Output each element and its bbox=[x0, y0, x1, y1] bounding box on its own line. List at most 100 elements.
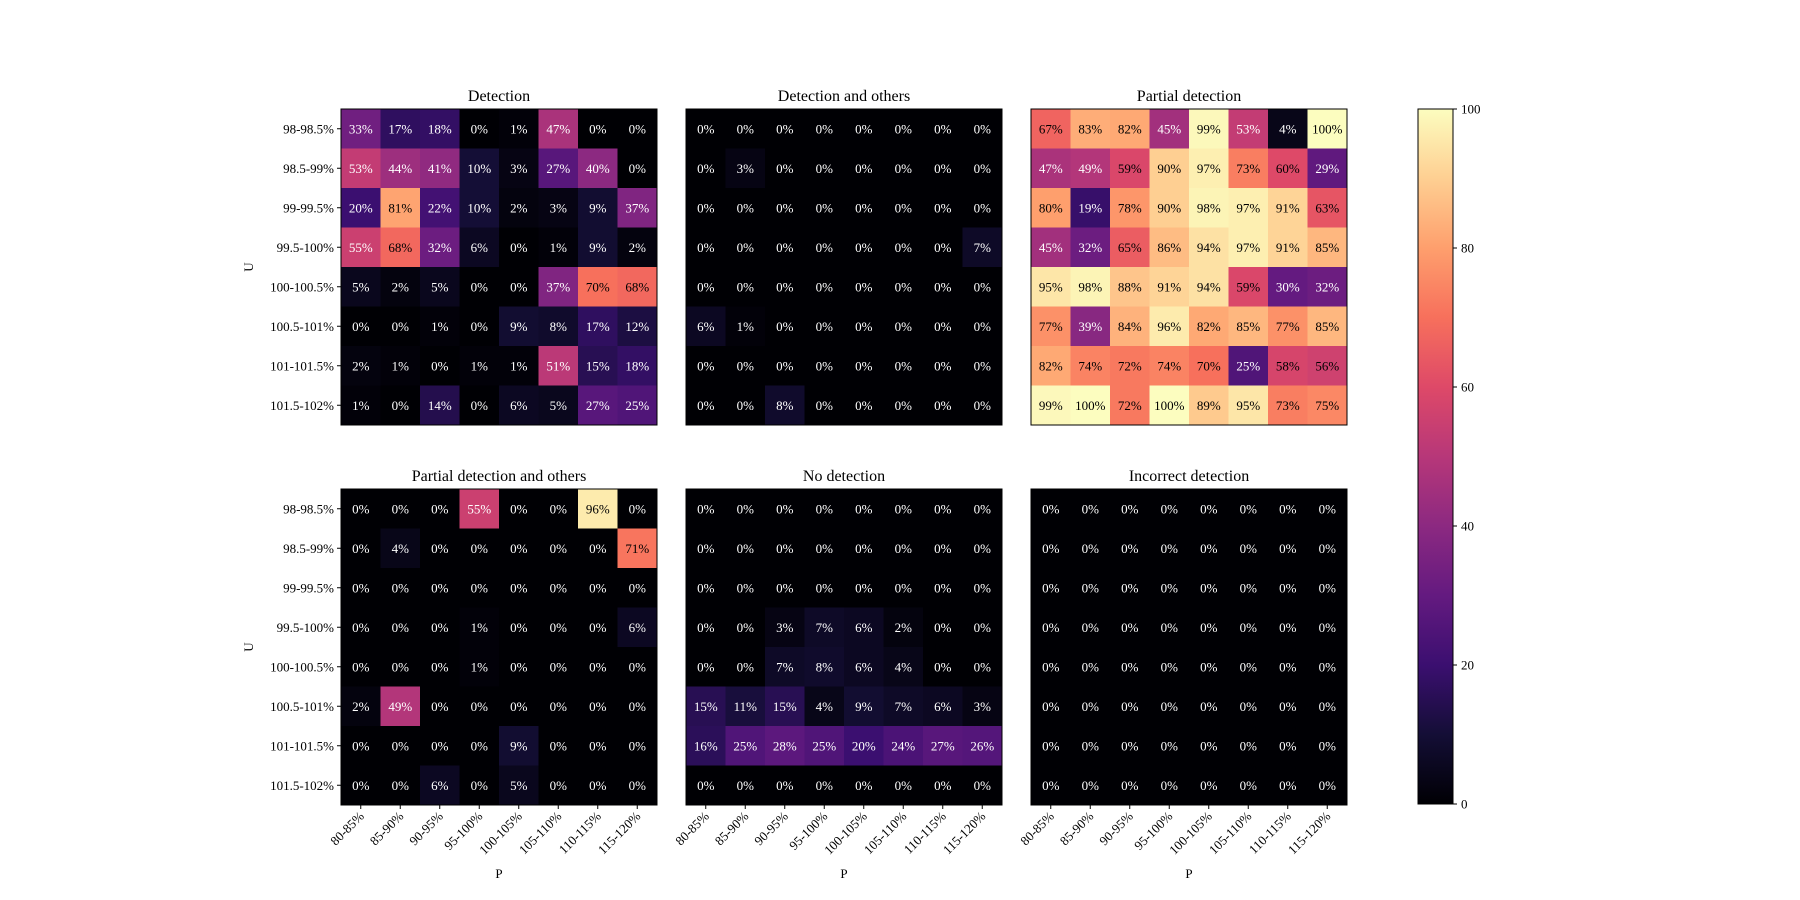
cell-value-label: 95% bbox=[1039, 279, 1063, 294]
cell-value-label: 0% bbox=[1121, 501, 1139, 516]
heatmap-cell bbox=[804, 306, 845, 347]
cell-value-label: 14% bbox=[428, 398, 452, 413]
heatmap-cell bbox=[923, 726, 963, 766]
heatmap-cell bbox=[1031, 385, 1071, 426]
cell-value-label: 72% bbox=[1118, 358, 1142, 373]
heatmap-cell bbox=[686, 188, 726, 228]
heatmap-cell bbox=[1307, 188, 1348, 228]
heatmap-cell bbox=[725, 385, 766, 426]
heatmap-cell bbox=[725, 109, 766, 149]
cell-value-label: 0% bbox=[895, 501, 913, 516]
heatmap-cell bbox=[1031, 109, 1071, 149]
heatmap-cell bbox=[1268, 346, 1308, 386]
cell-value-label: 27% bbox=[931, 738, 955, 753]
cell-value-label: 77% bbox=[1276, 319, 1300, 334]
cell-value-label: 0% bbox=[737, 240, 755, 255]
heatmap-cell bbox=[1268, 568, 1308, 608]
cell-value-label: 44% bbox=[388, 161, 412, 176]
cell-value-label: 0% bbox=[431, 541, 449, 556]
heatmap-cell bbox=[804, 109, 845, 149]
cell-value-label: 0% bbox=[974, 279, 992, 294]
cell-value-label: 1% bbox=[471, 358, 489, 373]
heatmap-cell bbox=[686, 568, 726, 608]
heatmap-cell bbox=[578, 306, 618, 347]
cell-value-label: 73% bbox=[1276, 398, 1300, 413]
heatmap-cell bbox=[804, 385, 845, 426]
heatmap-cell bbox=[844, 528, 884, 569]
heatmap-cell bbox=[962, 647, 1003, 687]
heatmap-cell bbox=[380, 346, 421, 386]
heatmap-cell bbox=[725, 647, 766, 687]
heatmap-cell bbox=[380, 686, 421, 727]
cell-value-label: 98% bbox=[1078, 279, 1102, 294]
heatmap-cell bbox=[923, 765, 963, 806]
cell-value-label: 0% bbox=[855, 279, 873, 294]
cell-value-label: 0% bbox=[1121, 620, 1139, 635]
cell-value-label: 72% bbox=[1118, 398, 1142, 413]
cell-value-label: 0% bbox=[776, 501, 794, 516]
cell-value-label: 47% bbox=[1039, 161, 1063, 176]
cell-value-label: 9% bbox=[510, 319, 528, 334]
heatmap-cell bbox=[499, 765, 539, 806]
cell-value-label: 5% bbox=[550, 398, 568, 413]
cell-value-label: 49% bbox=[1078, 161, 1102, 176]
heatmap-cell bbox=[380, 306, 421, 347]
heatmap-cell bbox=[578, 647, 618, 687]
heatmap-panel: Partial detection and others 0% 0% 0% 55% 0% 0… bbox=[241, 468, 658, 881]
heatmap-cell bbox=[765, 346, 805, 386]
heatmap-cell bbox=[883, 227, 924, 268]
heatmap-cell bbox=[844, 568, 884, 608]
cell-value-label: 0% bbox=[1161, 620, 1179, 635]
y-tick-label: 100.5-101% bbox=[270, 699, 334, 714]
heatmap-cell bbox=[578, 227, 618, 268]
heatmap-cell bbox=[341, 346, 381, 386]
cell-value-label: 0% bbox=[352, 738, 370, 753]
heatmap-cell bbox=[459, 109, 500, 149]
heatmap-cell bbox=[804, 148, 845, 189]
cell-value-label: 0% bbox=[550, 659, 568, 674]
heatmap-cell bbox=[1031, 227, 1071, 268]
heatmap-cell bbox=[420, 109, 460, 149]
heatmap-cell bbox=[1307, 607, 1348, 648]
cell-value-label: 0% bbox=[1279, 778, 1297, 793]
heatmap-cell bbox=[499, 346, 539, 386]
heatmap-cell bbox=[765, 188, 805, 228]
heatmap-cell bbox=[1031, 346, 1071, 386]
heatmap-cell bbox=[1228, 647, 1269, 687]
cell-value-label: 1% bbox=[550, 240, 568, 255]
heatmap-cell bbox=[380, 568, 421, 608]
heatmap-cell bbox=[1307, 227, 1348, 268]
cell-value-label: 86% bbox=[1157, 240, 1181, 255]
cell-value-label: 55% bbox=[349, 240, 373, 255]
heatmap-cell bbox=[1149, 188, 1190, 228]
cell-value-label: 5% bbox=[352, 279, 370, 294]
heatmap-cell bbox=[420, 489, 460, 529]
heatmap-cell bbox=[1149, 726, 1190, 766]
cell-value-label: 5% bbox=[510, 778, 528, 793]
heatmap-cell bbox=[962, 726, 1003, 766]
y-tick-label: 99-99.5% bbox=[283, 580, 334, 595]
heatmap-cell bbox=[341, 726, 381, 766]
cell-value-label: 0% bbox=[431, 738, 449, 753]
heatmap-cell bbox=[1149, 686, 1190, 727]
cell-value-label: 89% bbox=[1197, 398, 1221, 413]
cell-value-label: 25% bbox=[733, 738, 757, 753]
cell-value-label: 80% bbox=[1039, 200, 1063, 215]
cell-value-label: 0% bbox=[934, 358, 952, 373]
cell-value-label: 0% bbox=[1121, 580, 1139, 595]
cell-value-label: 81% bbox=[388, 200, 412, 215]
cell-value-label: 0% bbox=[895, 200, 913, 215]
cell-value-label: 0% bbox=[392, 620, 410, 635]
cell-value-label: 0% bbox=[737, 580, 755, 595]
heatmap-cell bbox=[1228, 765, 1269, 806]
cell-value-label: 0% bbox=[855, 541, 873, 556]
heatmap-cell bbox=[341, 227, 381, 268]
heatmap-cell bbox=[725, 528, 766, 569]
heatmap-cell bbox=[380, 607, 421, 648]
cell-value-label: 2% bbox=[629, 240, 647, 255]
cell-value-label: 0% bbox=[1082, 541, 1100, 556]
heatmap-cell bbox=[617, 267, 658, 307]
heatmap-cell bbox=[1031, 568, 1071, 608]
heatmap-cell bbox=[1110, 267, 1150, 307]
cell-value-label: 25% bbox=[625, 398, 649, 413]
